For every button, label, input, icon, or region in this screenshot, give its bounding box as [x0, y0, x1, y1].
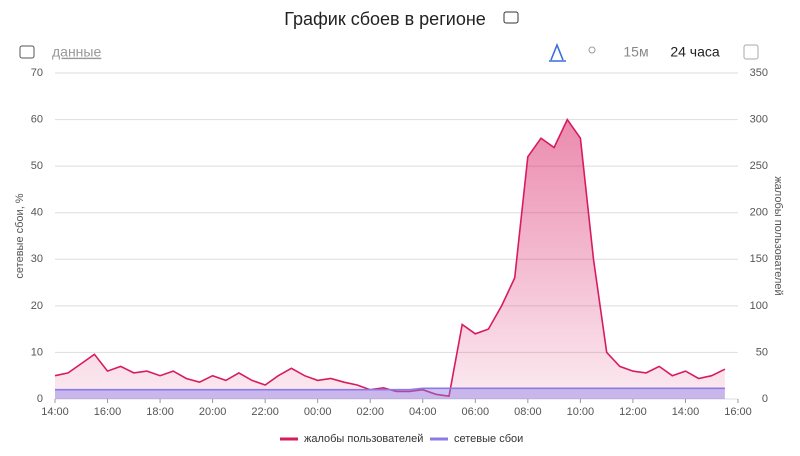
y2-axis-label: жалобы пользователей [772, 176, 784, 295]
x-tick-label: 16:00 [724, 406, 752, 418]
y-tick-label: 70 [31, 67, 43, 79]
x-tick-label: 20:00 [199, 406, 227, 418]
camera-icon[interactable] [19, 45, 35, 59]
y2-tick-label: 200 [750, 207, 768, 219]
y-tick-label: 0 [37, 393, 43, 405]
chart-type-icon[interactable] [549, 42, 566, 62]
data-link[interactable]: данные [52, 44, 101, 60]
x-tick-label: 04:00 [409, 406, 437, 418]
area [55, 119, 725, 399]
user-icon[interactable] [588, 46, 596, 54]
x-tick-label: 14:00 [41, 406, 69, 418]
y-tick-label: 10 [31, 346, 43, 358]
area [55, 388, 725, 399]
y2-tick-label: 250 [750, 160, 768, 172]
range-button[interactable]: 24 часа [670, 44, 720, 60]
x-tick-label: 02:00 [356, 406, 384, 418]
x-tick-label: 14:00 [672, 406, 700, 418]
y2-tick-label: 0 [762, 393, 768, 405]
y2-tick-label: 50 [756, 346, 768, 358]
chart-title: График сбоев в регионе [284, 9, 486, 29]
legend-label: сетевые сбои [454, 433, 523, 445]
icon[interactable] [503, 11, 519, 24]
y2-tick-label: 350 [750, 67, 768, 79]
y-tick-label: 30 [31, 253, 43, 265]
x-tick-label: 12:00 [619, 406, 647, 418]
line [54, 118, 726, 398]
calendar-icon[interactable] [743, 44, 759, 60]
y-tick-label: 60 [31, 113, 43, 125]
x-tick-label: 00:00 [304, 406, 332, 418]
y-tick-label: 40 [31, 207, 43, 219]
x-tick-label: 08:00 [514, 406, 542, 418]
x-tick-label: 16:00 [94, 406, 122, 418]
y-axis-label: сетевые сбои, % [14, 193, 26, 278]
x-tick-label: 18:00 [146, 406, 174, 418]
legend-label: жалобы пользователей [304, 433, 423, 445]
y2-tick-label: 300 [750, 113, 768, 125]
x-tick-label: 22:00 [251, 406, 279, 418]
x-tick-label: 06:00 [462, 406, 490, 418]
x-tick-label: 10:00 [567, 406, 595, 418]
line [55, 387, 725, 391]
interval-button[interactable]: 15м [623, 44, 648, 60]
y-tick-label: 50 [31, 160, 43, 172]
y-tick-label: 20 [31, 300, 43, 312]
y2-tick-label: 100 [750, 300, 768, 312]
y2-tick-label: 150 [750, 253, 768, 265]
